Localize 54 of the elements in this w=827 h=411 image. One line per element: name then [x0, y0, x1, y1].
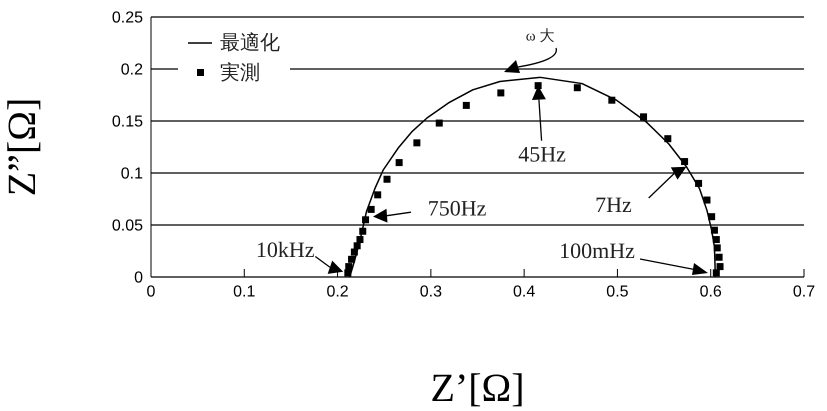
y-tick-label: 0.25 [112, 10, 144, 27]
point [574, 84, 581, 92]
point [703, 196, 710, 204]
y-tick-label: 0.2 [120, 62, 144, 79]
annotation: 10kHz [256, 236, 315, 262]
point [664, 135, 672, 142]
point [716, 254, 723, 261]
point [344, 269, 352, 276]
x-axis-title: Z’[Ω] [430, 365, 525, 410]
x-tick-label: 0.1 [233, 283, 256, 300]
x-tick-label: 0.7 [792, 283, 816, 300]
annotation: 100mHz [559, 238, 636, 264]
point [497, 89, 504, 96]
x-tick-label: 0.4 [513, 283, 536, 300]
point [714, 244, 721, 252]
annotation: 750Hz [428, 196, 487, 221]
point [359, 228, 366, 235]
point [356, 236, 364, 244]
y-tick-label: 0 [134, 270, 144, 287]
point [374, 191, 382, 198]
x-tick-label: 0 [146, 283, 156, 300]
point [348, 256, 356, 263]
point [396, 159, 403, 166]
legend-label: 実測 [220, 61, 260, 86]
point [716, 263, 724, 270]
point [640, 113, 648, 120]
point [608, 96, 616, 104]
point [350, 248, 358, 256]
annotation: 45Hz [518, 142, 566, 167]
point [462, 102, 470, 109]
point [362, 216, 370, 224]
point [681, 158, 688, 166]
x-tick-label: 0.6 [700, 283, 722, 300]
y-axis-title: Z”[Ω] [0, 98, 44, 196]
point [345, 263, 352, 270]
point [708, 213, 716, 220]
y-tick-label: 0.1 [120, 166, 144, 183]
legend-label: 最適化 [220, 31, 280, 56]
point [710, 226, 718, 234]
point [384, 176, 391, 183]
point [368, 206, 375, 213]
x-tick-label: 0.5 [606, 283, 629, 300]
annotation: ω 大 [526, 27, 554, 44]
point [712, 236, 720, 244]
point [712, 269, 720, 276]
y-tick-label: 0.15 [112, 114, 144, 131]
annotation: 7Hz [595, 192, 632, 217]
x-tick-label: 0.2 [326, 283, 349, 300]
point [436, 120, 443, 127]
point [695, 180, 702, 187]
point [354, 242, 361, 250]
point [413, 139, 420, 146]
y-tick-label: 0.05 [112, 218, 144, 235]
x-tick-label: 0.3 [420, 283, 442, 300]
